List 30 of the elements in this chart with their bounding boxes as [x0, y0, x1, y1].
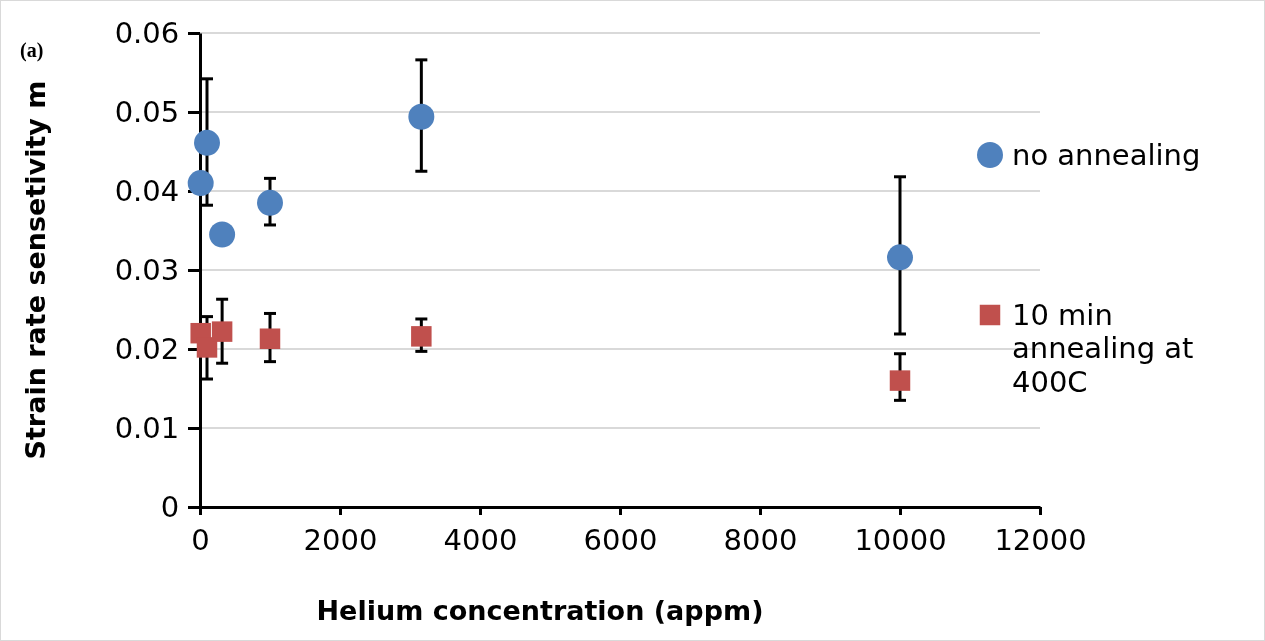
- y-tick-label: 0.04: [114, 173, 180, 208]
- x-tick-label: 4000: [443, 522, 518, 557]
- point: [259, 328, 281, 349]
- x-tick-label: 12000: [994, 522, 1087, 557]
- point: [187, 170, 214, 197]
- point: [209, 221, 236, 248]
- y-axis-title: Strain rate sensetivity m: [20, 80, 51, 460]
- legend-label: no annealing: [1012, 138, 1201, 172]
- y-tick-label: 0.01: [114, 410, 180, 445]
- x-axis-title: Helium concentration (appm): [316, 595, 764, 626]
- point: [887, 244, 913, 271]
- point: [194, 129, 220, 156]
- y-tick-label: 0.06: [114, 15, 180, 50]
- x-tick-label: 8000: [723, 522, 798, 557]
- text: (a): [20, 39, 44, 62]
- x-tick-label: 0: [191, 522, 210, 557]
- point: [408, 103, 435, 130]
- legend-label: 10 min annealing at 400C: [1012, 298, 1194, 399]
- y-tick-label: 0.03: [114, 252, 180, 287]
- point: [211, 321, 233, 342]
- y-tick-label: 0: [160, 489, 180, 524]
- point: [889, 370, 911, 391]
- x-tick-label: 10000: [854, 522, 947, 557]
- x-tick-label: 6000: [583, 522, 658, 557]
- point: [196, 337, 218, 358]
- point: [257, 189, 283, 216]
- y-tick-label: 0.02: [114, 331, 180, 366]
- x-tick-label: 2000: [303, 522, 378, 557]
- y-tick-label: 0.05: [114, 94, 180, 129]
- point: [411, 326, 432, 347]
